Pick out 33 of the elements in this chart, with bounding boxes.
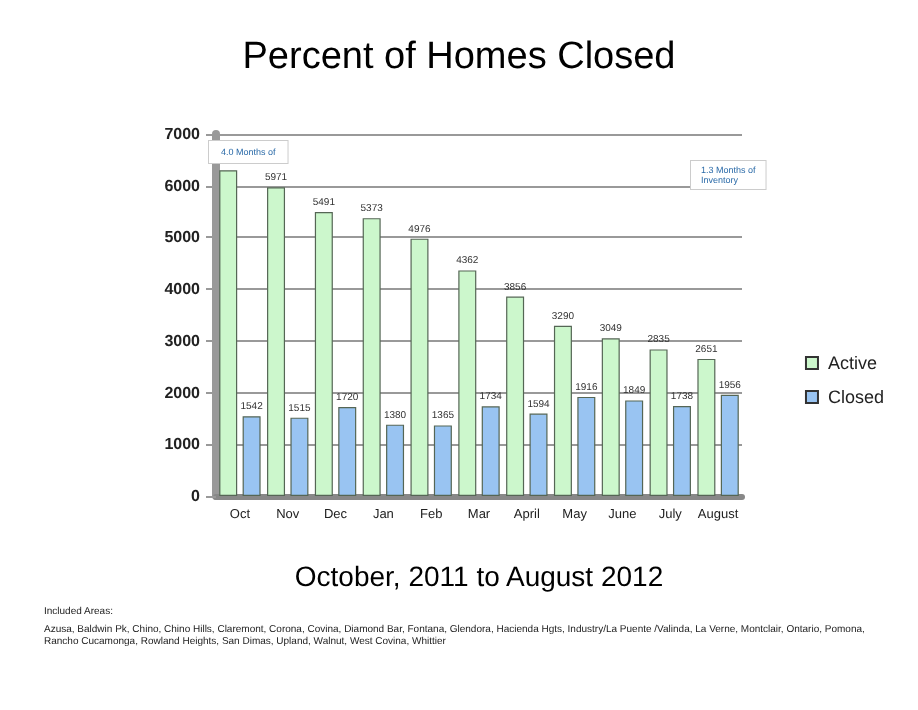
bar — [458, 270, 477, 496]
bar — [529, 413, 548, 496]
bar — [314, 212, 333, 496]
bar — [672, 406, 691, 496]
bar — [242, 416, 261, 496]
bar — [362, 218, 381, 496]
y-tick-label: 7000 — [164, 125, 202, 143]
bar — [386, 424, 405, 496]
bar — [410, 238, 429, 496]
y-tick-label: 2000 — [164, 383, 202, 402]
legend-label: Active — [827, 353, 877, 373]
bar — [267, 187, 286, 496]
bar — [601, 338, 620, 496]
chart-title: Percent of Homes Closed — [242, 36, 676, 78]
bar — [481, 406, 500, 496]
y-tick-label: 6000 — [164, 176, 202, 195]
y-tick-label: 1000 — [164, 435, 202, 454]
y-tick-label: 5000 — [164, 228, 202, 247]
legend-label: Closed — [827, 387, 884, 407]
bar — [720, 394, 739, 496]
bar — [577, 396, 596, 496]
bar — [697, 358, 716, 496]
bar — [338, 407, 357, 496]
y-tick-label: 4000 — [164, 280, 202, 299]
bar — [649, 349, 668, 496]
y-tick-label: 0 — [191, 487, 202, 505]
bar — [506, 296, 525, 496]
bar — [553, 325, 572, 496]
y-tick-label: 3000 — [164, 331, 202, 350]
bar — [433, 425, 452, 496]
bar — [625, 400, 644, 496]
bar — [290, 417, 309, 496]
x-axis-title: October, 2011 to August 2012 — [294, 560, 664, 592]
